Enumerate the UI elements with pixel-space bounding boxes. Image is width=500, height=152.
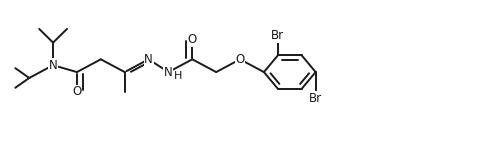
Text: N: N <box>144 53 153 66</box>
Text: N: N <box>164 66 173 79</box>
Text: O: O <box>72 85 82 98</box>
Text: N: N <box>48 59 58 72</box>
Text: Br: Br <box>309 92 322 105</box>
Text: O: O <box>236 53 244 66</box>
Text: H: H <box>174 71 182 81</box>
Text: O: O <box>188 33 197 46</box>
Text: Br: Br <box>272 29 284 42</box>
